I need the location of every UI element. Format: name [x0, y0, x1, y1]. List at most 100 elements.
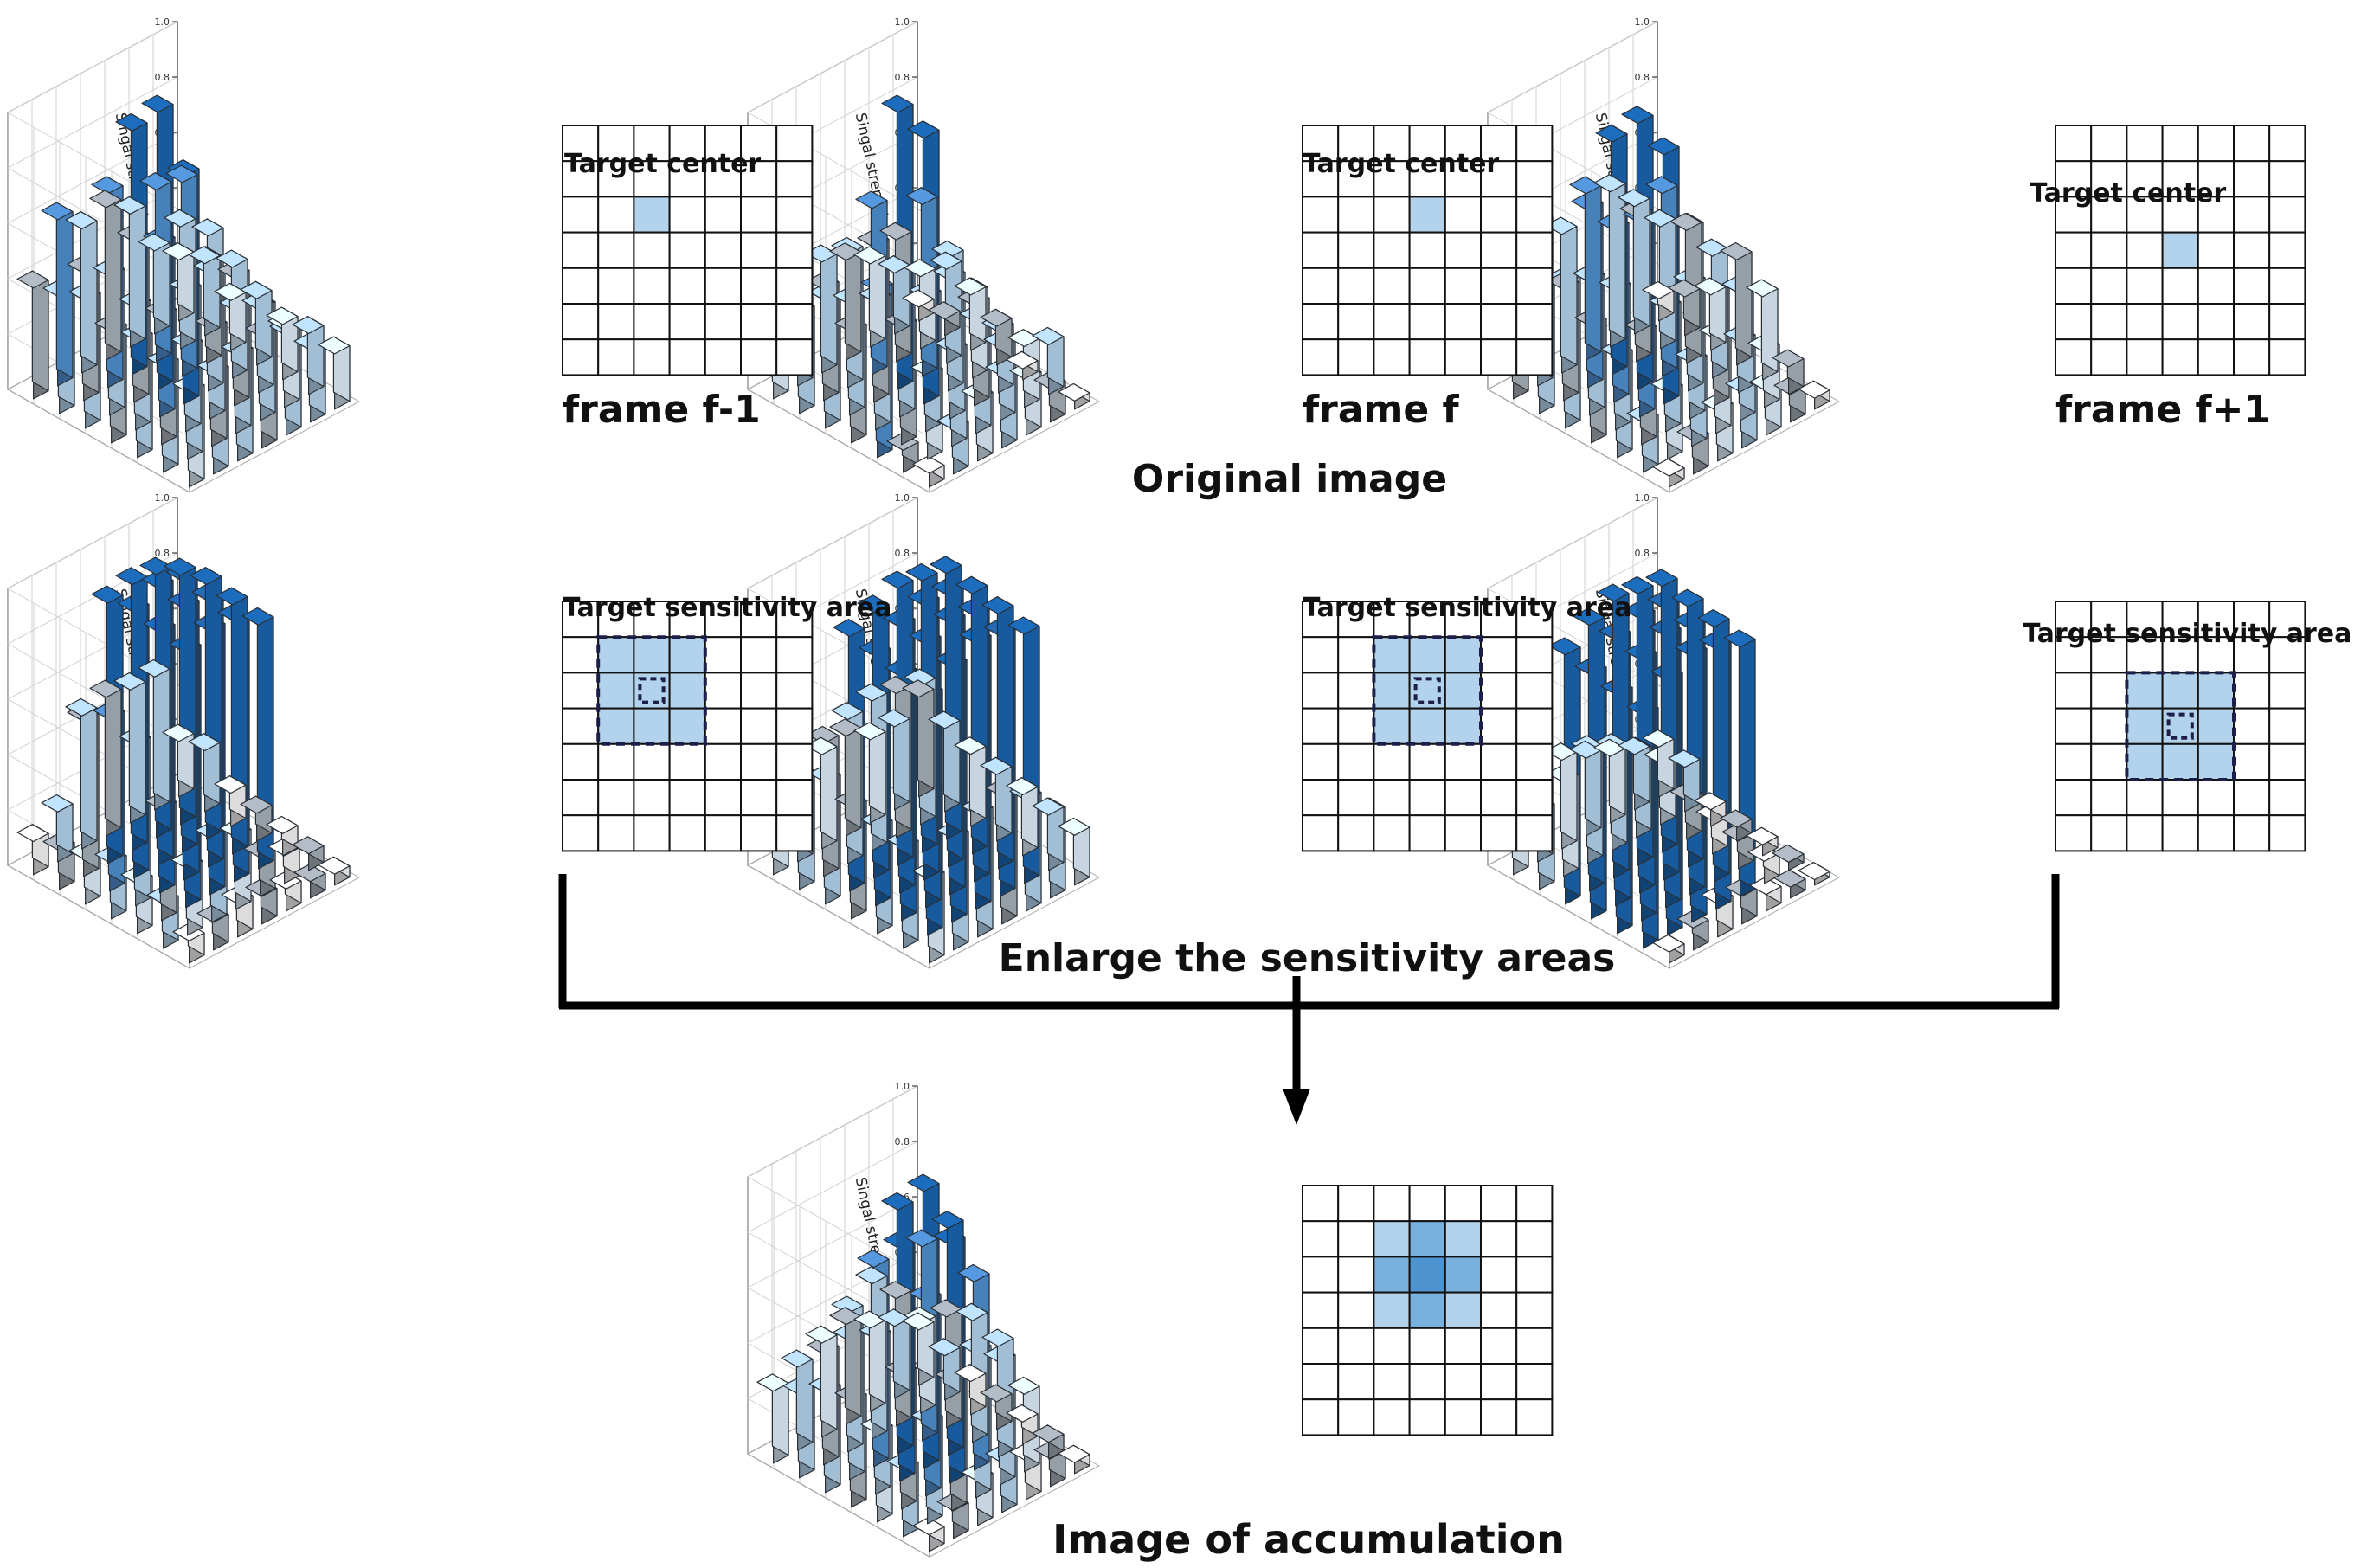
bar-top: [190, 567, 222, 586]
grid-cell: [1444, 1291, 1483, 1329]
bar: [878, 255, 910, 335]
grid-cell: [775, 672, 814, 710]
bar: [1006, 350, 1039, 381]
bar: [1798, 380, 1830, 410]
grid-cell: [1302, 196, 1340, 234]
bar-top: [1032, 797, 1065, 816]
grid-cell: [1373, 1291, 1411, 1329]
grid-cell: [2233, 707, 2271, 745]
bar-top: [1695, 238, 1728, 257]
label-target-sensitivity-area-2: Target sensitivity area: [1303, 593, 1631, 623]
grid-cell: [2126, 125, 2164, 163]
bar-top: [164, 209, 196, 228]
grid-cell: [1444, 303, 1483, 341]
bar-top: [162, 723, 195, 742]
grid-cell: [2268, 672, 2306, 710]
bar-top: [216, 249, 248, 268]
label-target-sensitivity-area-1: Target sensitivity area: [563, 593, 891, 623]
grid-cell: [1373, 231, 1411, 269]
grid-cell: [2197, 231, 2236, 269]
grid-cell: [1480, 1291, 1518, 1329]
label-target-center-1: Target center: [564, 149, 761, 179]
grid-cell: [1337, 338, 1375, 376]
z-tick-label: 1.0: [155, 492, 170, 504]
bar-top: [188, 733, 221, 752]
grid-cell: [1408, 303, 1446, 341]
grid-cell: [1444, 779, 1483, 817]
grid-cell: [633, 125, 671, 163]
grid-cell: [1444, 672, 1483, 710]
bar-top: [1652, 458, 1685, 477]
grid-cell: [1337, 636, 1375, 674]
bar-top: [833, 619, 865, 638]
bar-top: [1652, 934, 1685, 953]
flow-connector: [558, 874, 2060, 1125]
bar-top: [292, 316, 325, 335]
grid-cell: [1515, 742, 1554, 781]
grid-cell: [1515, 707, 1554, 745]
z-tick-label: 0.8: [1635, 72, 1650, 83]
bar-top: [954, 1364, 987, 1383]
grid-cell: [1302, 1398, 1340, 1436]
grid-accumulation: [1302, 1185, 1554, 1436]
grid-cell: [775, 601, 814, 639]
bar: [292, 316, 325, 395]
grid-cell: [2090, 707, 2128, 745]
grid-cell: [1515, 1256, 1554, 1294]
bar-front: [128, 672, 146, 816]
caption-frame-f-minus-1: frame f-1: [563, 388, 761, 432]
grid-cell: [2126, 231, 2164, 269]
bar-top: [115, 567, 148, 586]
grid-cell: [1480, 1256, 1518, 1294]
grid-cell: [2126, 672, 2164, 710]
bar: [853, 722, 886, 824]
bar-top: [912, 455, 945, 474]
grid-cell: [562, 160, 600, 198]
grid-cell: [740, 814, 778, 852]
bar-top: [781, 1349, 814, 1368]
bar-top: [1697, 609, 1730, 628]
bar: [162, 242, 195, 322]
bar-top: [1618, 736, 1650, 755]
grid-cell: [597, 672, 635, 710]
bar-top: [241, 607, 274, 626]
bar-top: [904, 259, 936, 278]
grid-cell: [1337, 814, 1375, 852]
bar-top: [912, 1517, 945, 1536]
grid-cell: [740, 672, 778, 710]
z-tick-label: 0.8: [155, 72, 170, 83]
bar-top: [1642, 729, 1675, 748]
z-tick-label: 1.0: [895, 16, 910, 28]
grid-cell: [1480, 636, 1518, 674]
grid-cell: [2197, 267, 2236, 305]
bar: [1642, 280, 1675, 322]
grid-cell: [2126, 707, 2164, 745]
grid-cell: [2055, 303, 2093, 341]
grid-cell: [1515, 267, 1554, 305]
grid-cell: [633, 779, 671, 817]
grid-cell: [1444, 1327, 1483, 1366]
bar-front: [80, 697, 98, 842]
bar-top: [1669, 212, 1702, 231]
grid-cell: [1337, 160, 1375, 198]
grid-cell: [2055, 672, 2093, 710]
grid-cell: [775, 707, 814, 745]
grid-cell: [1373, 196, 1411, 234]
sensitivity-area-outline: [1372, 635, 1483, 746]
bar-top: [1006, 1404, 1039, 1423]
grid-cell: [633, 707, 671, 745]
title-original-image: Original image: [1132, 457, 1447, 501]
grid-cell: [668, 267, 706, 305]
grid-cell: [668, 303, 706, 341]
bar-top: [957, 1263, 990, 1282]
grid-cell: [1373, 742, 1411, 781]
grid-cell: [1408, 636, 1446, 674]
grid-cell: [2268, 160, 2306, 198]
grid-cell: [775, 160, 814, 198]
grid-cell: [1337, 1220, 1375, 1258]
bar-top: [1058, 382, 1090, 402]
bar: [928, 710, 961, 813]
grid-cell: [1302, 707, 1340, 745]
grid-cell: [1408, 1185, 1446, 1223]
